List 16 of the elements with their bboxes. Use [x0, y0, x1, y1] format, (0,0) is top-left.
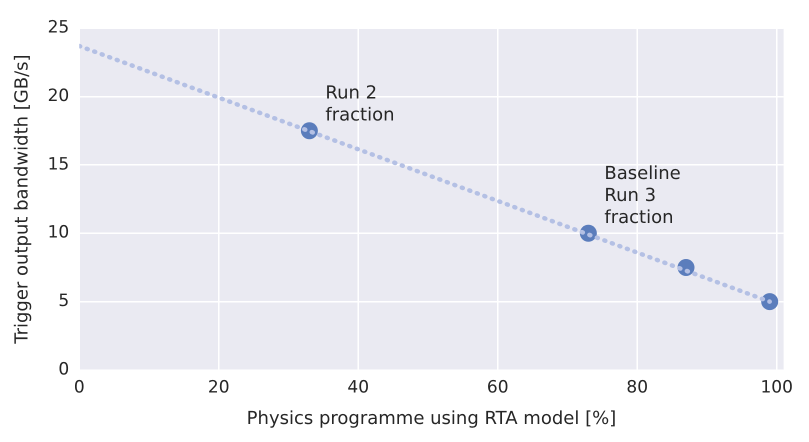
x-axis-title: Physics programme using RTA model [%] — [246, 408, 616, 429]
x-tick-label: 80 — [626, 378, 648, 398]
y-axis-title: Trigger output bandwidth [GB/s] — [11, 54, 32, 345]
x-tick-label: 0 — [74, 378, 85, 398]
y-tick-label: 15 — [48, 154, 70, 174]
x-tick-label: 20 — [208, 378, 230, 398]
x-tick-label: 60 — [486, 378, 509, 398]
x-tick-label: 40 — [347, 378, 370, 398]
annotation: Run 2 fraction — [325, 82, 395, 126]
y-tick-label: 5 — [58, 291, 70, 312]
annotation: Baseline Run 3 fraction — [604, 162, 681, 228]
y-tick-label: 10 — [48, 222, 70, 243]
y-tick-label: 25 — [48, 18, 70, 38]
y-tick-label: 20 — [48, 86, 70, 106]
y-tick-label: 0 — [58, 359, 70, 380]
x-tick-label: 100 — [760, 378, 793, 398]
